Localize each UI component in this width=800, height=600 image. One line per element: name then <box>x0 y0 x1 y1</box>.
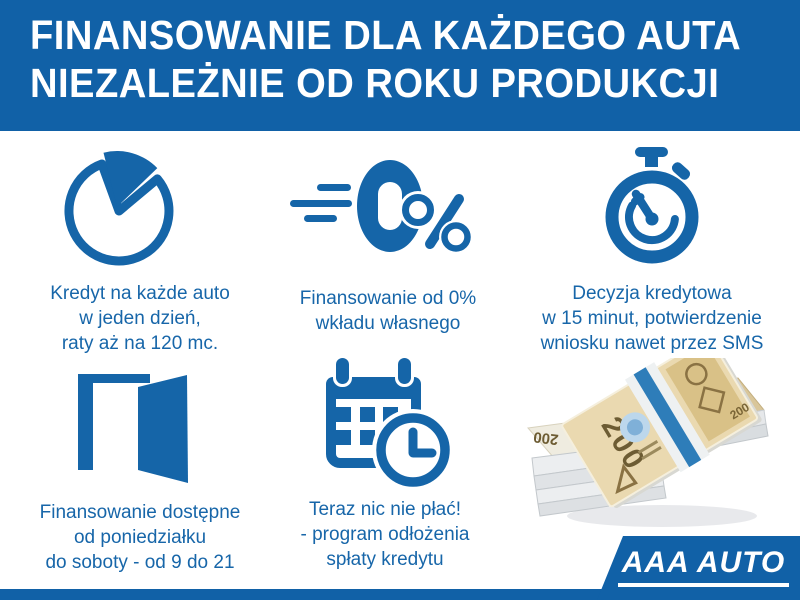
aaa-auto-logo-text: AAA AUTO <box>617 546 790 587</box>
calendar-clock-icon <box>326 355 454 491</box>
aaa-auto-logo-banner: AAA AUTO <box>597 536 800 600</box>
header-title-line-1: FINANSOWANIE DLA KAŻDEGO AUTA <box>30 12 742 58</box>
caption-opening-hours: Finansowanie dostępne od poniedziałku do… <box>39 502 241 573</box>
caption-pay-later: Teraz nic nie płać! - program odłożenia … <box>300 499 470 570</box>
banknote-200-front: 200 200 <box>561 358 762 509</box>
money-stacks-image: 200 200 200 <box>527 358 769 527</box>
header-title-line-2: NIEZALEŻNIE OD ROKU PRODUKCJI <box>30 60 720 106</box>
caption-credit-any-car: Kredyt na każde auto w jeden dzień, raty… <box>50 283 230 354</box>
caption-zero-percent: Finansowanie od 0% wkładu własnego <box>299 288 477 334</box>
pie-chart-icon <box>64 151 174 266</box>
zero-percent-icon <box>290 160 473 254</box>
stopwatch-icon <box>605 147 699 264</box>
bottom-stripe <box>0 589 800 600</box>
banknote-value-top: 200 <box>532 428 559 448</box>
caption-credit-decision: Decyzja kredytowa w 15 minut, potwierdze… <box>540 283 764 354</box>
open-door-icon <box>78 374 188 483</box>
header-banner: FINANSOWANIE DLA KAŻDEGO AUTA NIEZALEŻNI… <box>0 0 800 131</box>
